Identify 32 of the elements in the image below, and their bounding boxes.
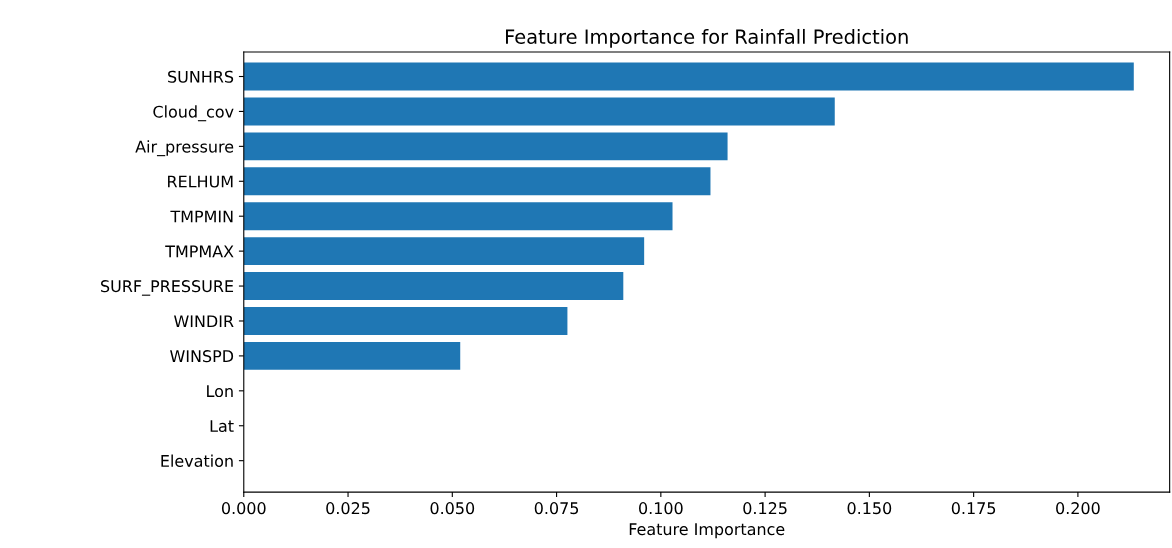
bar: [243, 272, 624, 301]
y-tick-label: SURF_PRESSURE: [101, 280, 234, 296]
y-tick-label: Air_pressure: [135, 140, 234, 157]
bar: [243, 237, 645, 266]
y-tick-label: RELHUM: [168, 175, 233, 188]
x-tick-label: 0.125: [743, 502, 787, 515]
x-tick-label: 0.150: [847, 502, 892, 515]
bar: [243, 62, 1134, 91]
y-tick-label: WINDIR: [174, 315, 234, 328]
bar: [243, 97, 835, 126]
x-tick-label: 0.050: [430, 502, 475, 515]
bar: [243, 307, 568, 335]
y-tick-label: TMPMAX: [165, 245, 234, 258]
bar: [243, 341, 461, 370]
x-tick-label: 0.025: [326, 502, 370, 515]
y-tick-label: TMPMIN: [170, 210, 233, 223]
bar: [243, 167, 711, 196]
y-tick-label: SUNHRS: [168, 70, 234, 83]
bar: [243, 202, 673, 231]
y-tick-label: WINSPD: [170, 350, 234, 363]
x-tick-label: 0.175: [951, 502, 996, 515]
bar: [243, 132, 728, 161]
y-tick-label: Lat: [210, 420, 234, 433]
y-tick-label: Elevation: [161, 454, 233, 467]
y-tick-label: Cloud_cov: [153, 105, 234, 122]
x-tick-label: 0.200: [1056, 502, 1100, 515]
x-tick-label: 0.100: [639, 502, 683, 515]
chart-title: Feature Importance for Rainfall Prediction: [506, 28, 908, 48]
x-tick-label: 0.075: [534, 502, 579, 515]
x-axis-title: Feature Importance: [629, 523, 785, 539]
y-tick-label: Lon: [207, 385, 233, 398]
x-tick-label: 0.000: [221, 502, 266, 515]
